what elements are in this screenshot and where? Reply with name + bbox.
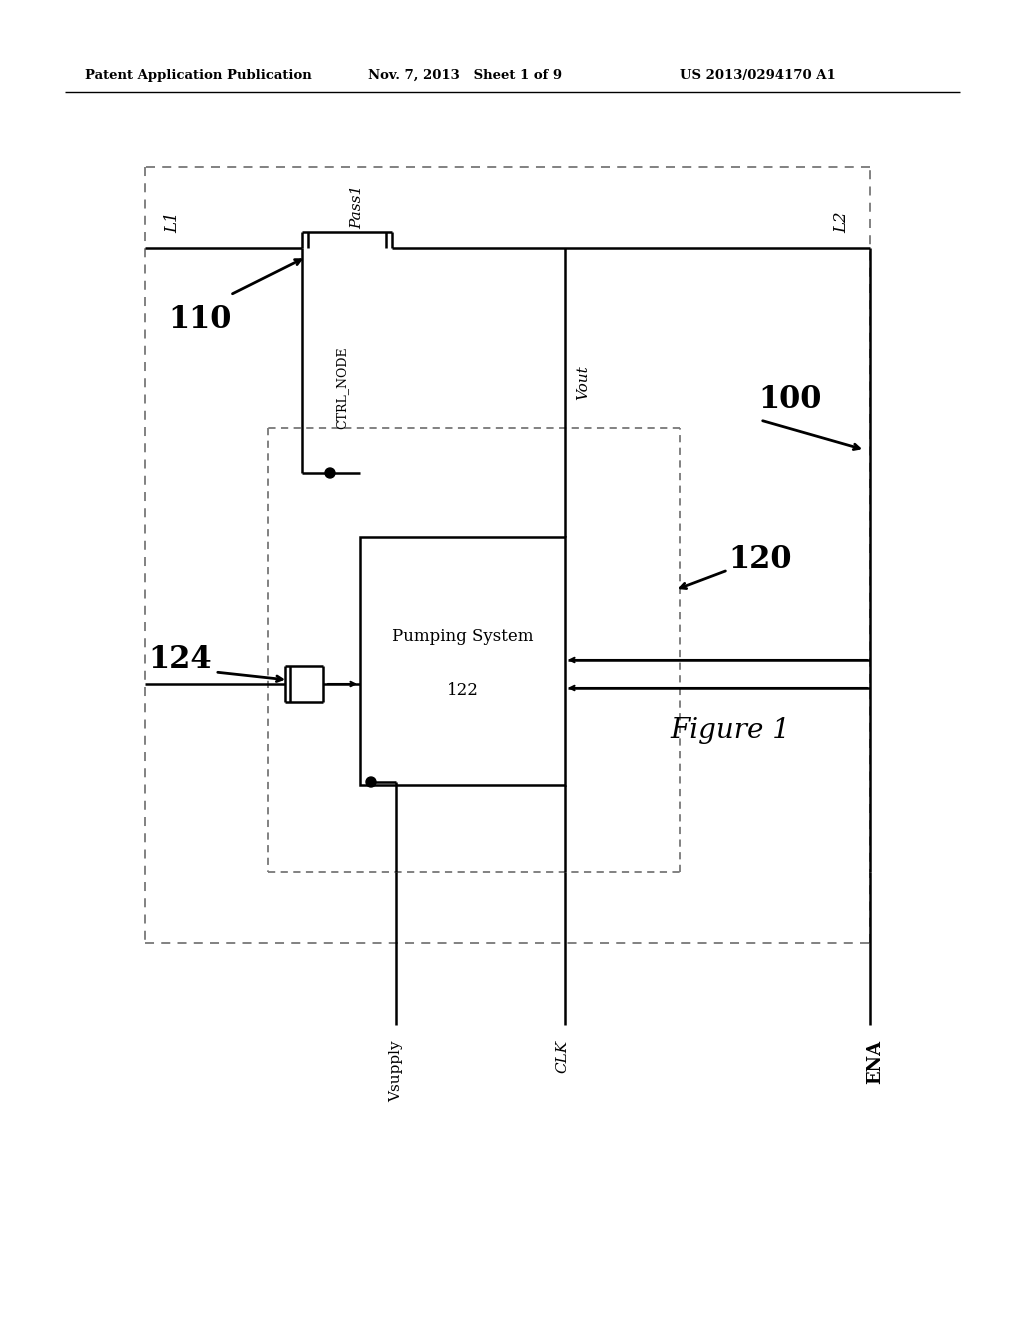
Text: Vsupply: Vsupply [389, 1040, 403, 1102]
Text: 122: 122 [446, 682, 478, 700]
Text: Nov. 7, 2013   Sheet 1 of 9: Nov. 7, 2013 Sheet 1 of 9 [368, 69, 562, 82]
Text: CLK: CLK [555, 1040, 569, 1073]
Text: 124: 124 [148, 644, 212, 676]
Text: 100: 100 [759, 384, 821, 416]
Text: 120: 120 [728, 544, 792, 576]
Bar [360, 537, 565, 785]
Text: CTRL_NODE: CTRL_NODE [336, 347, 348, 429]
Circle shape [366, 777, 376, 787]
Text: 110: 110 [168, 305, 231, 335]
Text: Pass1: Pass1 [350, 185, 364, 230]
Text: US 2013/0294170 A1: US 2013/0294170 A1 [680, 69, 836, 82]
Circle shape [325, 469, 335, 478]
Text: Vout: Vout [575, 366, 590, 400]
Text: ENA: ENA [866, 1040, 884, 1084]
Text: Patent Application Publication: Patent Application Publication [85, 69, 311, 82]
Text: L1: L1 [165, 211, 181, 232]
Text: Pumping System: Pumping System [392, 628, 534, 644]
Text: L2: L2 [834, 211, 851, 232]
Text: Figure 1: Figure 1 [670, 717, 790, 743]
